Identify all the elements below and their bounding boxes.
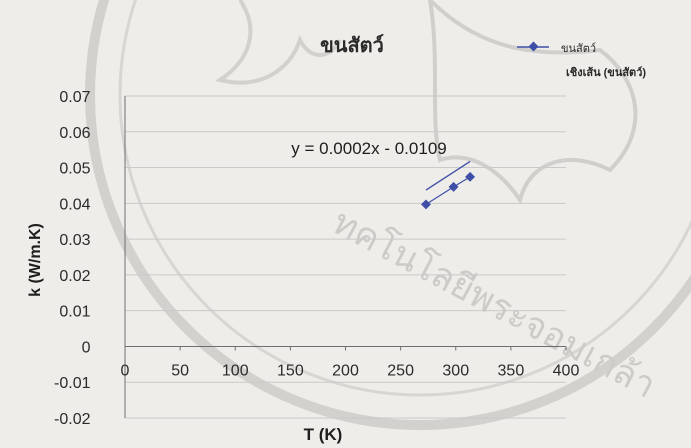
y-tick-label: 0.02: [59, 268, 90, 285]
series-line: [425, 176, 471, 205]
x-tick-label: 0: [121, 362, 130, 379]
y-tick-labels: -0.02 -0.01 0 0.01 0.02 0.03 0.04 0.05 0.06 0.07: [54, 89, 91, 428]
x-tick-label: 200: [332, 362, 359, 379]
y-tick-label: 0: [82, 339, 91, 356]
x-tick-label: 100: [222, 362, 249, 379]
watermark-outer-ring: [85, 0, 691, 430]
x-tick-label: 50: [171, 362, 189, 379]
watermark-emblem-left: [215, 0, 342, 85]
legend-series-marker: [528, 41, 539, 52]
y-tick-label: 0.07: [59, 89, 90, 106]
y-tick-label: -0.01: [54, 375, 91, 392]
x-tick-labels: 0 50 100 150 200 250 300 350 400: [121, 362, 580, 379]
y-tick-label: 0.05: [59, 161, 90, 178]
watermark-inner-ring: [118, 0, 691, 397]
x-tick-label: 350: [498, 362, 525, 379]
watermark-seal: ทคโนโลยีพระจอมเกล้า: [85, 0, 691, 430]
y-axis-label: k (W/m.K): [27, 223, 44, 297]
legend-trendline-label: เชิงเส้น (ขนสัตว์): [566, 66, 646, 79]
watermark-emblem: [427, 0, 638, 205]
x-tick-label: 150: [277, 362, 304, 379]
x-tick-label: 300: [442, 362, 469, 379]
legend: ขนสัตว์ เชิงเส้น (ขนสัตว์): [517, 41, 646, 79]
legend-series-label: ขนสัตว์: [561, 42, 596, 55]
data-point: [448, 181, 459, 192]
y-tick-label: 0.06: [59, 125, 90, 142]
x-tick-label: 250: [387, 362, 414, 379]
y-tick-label: 0.04: [59, 196, 90, 213]
trendline-equation: y = 0.0002x - 0.0109: [291, 139, 446, 158]
chart-title: ขนสัตว์: [320, 34, 384, 57]
y-tick-label: 0.03: [59, 232, 90, 249]
watermark-text: ทคโนโลยีพระจอมเกล้า: [326, 201, 663, 407]
data-point: [421, 199, 431, 210]
x-axis-label: T (K): [304, 425, 343, 444]
y-tick-label: 0.01: [59, 304, 90, 321]
series-points: [421, 171, 476, 210]
trendline: [425, 160, 471, 191]
trendline-line: [425, 160, 471, 191]
data-point: [465, 171, 476, 182]
axes: [124, 96, 567, 418]
x-tick-label: 400: [553, 362, 580, 379]
y-tick-label: -0.02: [54, 411, 91, 428]
